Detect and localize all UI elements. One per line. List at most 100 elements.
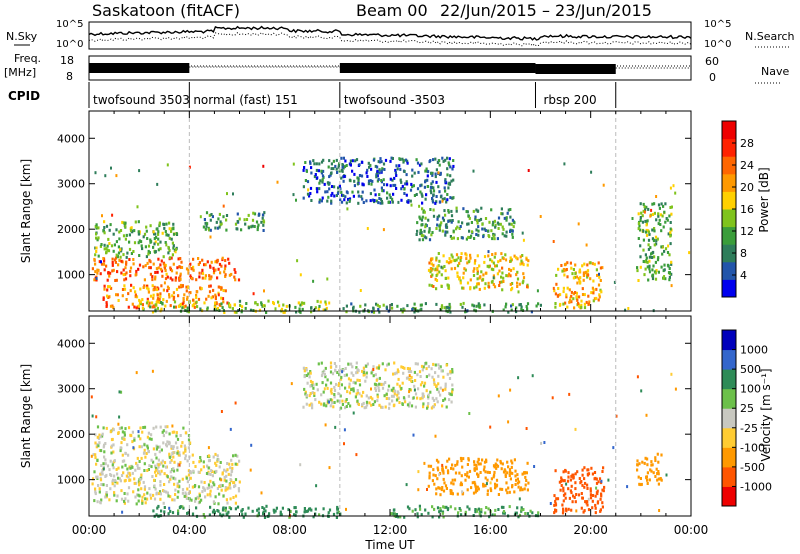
data-cell bbox=[436, 466, 439, 470]
data-cell bbox=[191, 485, 194, 489]
data-cell bbox=[483, 484, 486, 488]
data-cell bbox=[150, 465, 153, 469]
data-cell bbox=[92, 477, 95, 481]
data-cell bbox=[262, 164, 265, 168]
data-cell bbox=[387, 388, 390, 392]
data-cell bbox=[404, 158, 408, 162]
data-cell bbox=[435, 287, 438, 291]
data-cell bbox=[438, 473, 441, 477]
data-cell bbox=[658, 509, 661, 512]
data-cell bbox=[90, 454, 93, 458]
data-cell bbox=[460, 474, 463, 478]
data-cell bbox=[554, 305, 557, 309]
data-cell bbox=[443, 197, 446, 201]
data-cell bbox=[341, 399, 344, 403]
data-cell bbox=[452, 229, 455, 233]
data-cell bbox=[476, 509, 479, 513]
data-cell bbox=[377, 160, 380, 164]
data-cell bbox=[656, 258, 660, 262]
data-cell bbox=[391, 399, 394, 403]
data-cell bbox=[413, 388, 416, 392]
data-cell bbox=[172, 222, 175, 226]
data-cell bbox=[92, 453, 95, 457]
data-cell bbox=[118, 426, 121, 430]
data-cell bbox=[355, 371, 358, 375]
data-cell bbox=[163, 263, 166, 267]
data-cell bbox=[644, 253, 647, 257]
data-cell bbox=[158, 222, 161, 226]
power-colorbar-swatch bbox=[722, 279, 736, 298]
data-cell bbox=[666, 251, 670, 254]
data-cell bbox=[137, 499, 140, 503]
data-cell bbox=[643, 205, 646, 209]
data-cell bbox=[566, 305, 569, 309]
data-cell bbox=[387, 362, 390, 366]
data-cell bbox=[147, 290, 150, 294]
data-cell bbox=[427, 268, 431, 272]
data-cell bbox=[221, 256, 224, 260]
data-cell bbox=[184, 449, 187, 453]
data-cell bbox=[203, 263, 206, 267]
data-cell bbox=[292, 162, 295, 166]
data-cell bbox=[636, 459, 639, 463]
data-cell bbox=[172, 455, 175, 459]
data-cell bbox=[143, 443, 146, 447]
data-cell bbox=[365, 199, 368, 203]
data-cell bbox=[461, 305, 464, 309]
data-cell bbox=[335, 382, 338, 386]
data-cell bbox=[183, 444, 186, 448]
data-cell bbox=[193, 305, 196, 309]
data-cell bbox=[155, 447, 158, 451]
data-cell bbox=[498, 269, 501, 273]
data-cell bbox=[145, 286, 149, 290]
data-cell bbox=[168, 221, 171, 225]
data-cell bbox=[430, 367, 433, 371]
data-cell bbox=[442, 218, 445, 222]
data-cell bbox=[439, 507, 442, 510]
data-cell bbox=[392, 389, 395, 393]
data-cell bbox=[378, 382, 381, 386]
noise-frame bbox=[88, 21, 692, 50]
data-cell bbox=[521, 488, 524, 492]
freq-band bbox=[535, 64, 616, 74]
data-cell bbox=[585, 243, 588, 247]
data-cell bbox=[483, 465, 486, 469]
data-cell bbox=[395, 174, 398, 177]
data-cell bbox=[417, 387, 420, 391]
data-cell bbox=[586, 483, 589, 487]
data-cell bbox=[377, 307, 380, 311]
data-cell bbox=[111, 482, 114, 486]
data-cell bbox=[309, 186, 313, 190]
data-cell bbox=[598, 295, 601, 299]
data-cell bbox=[354, 381, 357, 385]
data-cell bbox=[384, 405, 387, 409]
data-cell bbox=[413, 194, 416, 197]
data-cell bbox=[263, 304, 266, 308]
data-cell bbox=[638, 224, 641, 228]
data-cell bbox=[582, 278, 585, 282]
data-cell bbox=[658, 218, 661, 222]
data-cell bbox=[641, 220, 644, 224]
data-cell bbox=[109, 223, 112, 227]
figure-title: Saskatoon (fitACF) bbox=[92, 1, 240, 20]
data-cell bbox=[228, 515, 231, 519]
data-cell bbox=[172, 246, 175, 250]
data-cell bbox=[152, 245, 155, 249]
data-cell bbox=[345, 164, 348, 167]
data-cell bbox=[212, 508, 215, 512]
data-cell bbox=[169, 266, 172, 270]
data-cell bbox=[480, 508, 483, 512]
data-cell bbox=[565, 482, 568, 486]
data-cell bbox=[647, 207, 650, 211]
data-cell bbox=[433, 381, 436, 384]
data-cell bbox=[519, 255, 522, 259]
data-cell bbox=[363, 369, 366, 373]
data-cell bbox=[578, 268, 581, 272]
data-cell bbox=[648, 478, 651, 482]
data-cell bbox=[152, 509, 155, 513]
data-cell bbox=[322, 507, 325, 511]
cpid-segment-label: normal (fast) 151 bbox=[193, 93, 297, 107]
data-cell bbox=[162, 429, 165, 433]
data-cell bbox=[169, 509, 172, 513]
data-cell bbox=[320, 361, 323, 365]
